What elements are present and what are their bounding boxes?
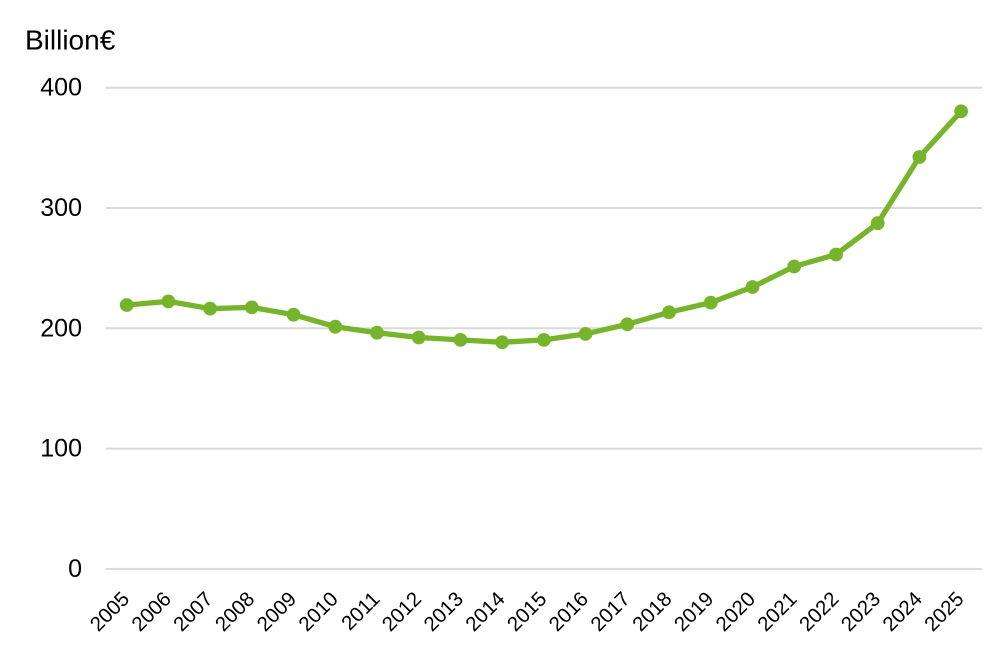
- svg-text:400: 400: [40, 74, 82, 102]
- svg-text:Billion€: Billion€: [25, 25, 116, 56]
- svg-text:200: 200: [40, 314, 82, 342]
- svg-text:100: 100: [40, 435, 82, 463]
- svg-text:0: 0: [68, 555, 82, 583]
- svg-text:300: 300: [40, 194, 82, 222]
